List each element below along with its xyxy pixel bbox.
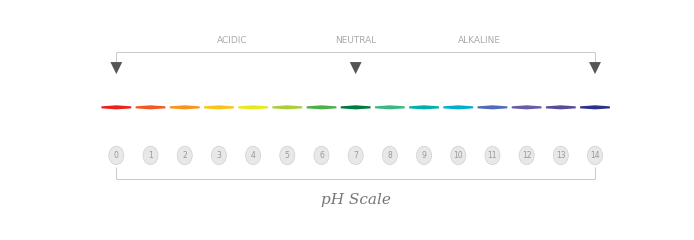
Polygon shape <box>101 105 131 109</box>
Ellipse shape <box>246 146 261 165</box>
Text: ALKALINE: ALKALINE <box>458 36 501 45</box>
Polygon shape <box>580 105 610 109</box>
Text: ACIDIC: ACIDIC <box>217 36 247 45</box>
Polygon shape <box>110 62 122 74</box>
Ellipse shape <box>519 146 534 165</box>
Text: 8: 8 <box>387 151 392 160</box>
Text: 11: 11 <box>488 151 497 160</box>
Ellipse shape <box>416 146 432 165</box>
Polygon shape <box>307 105 337 109</box>
Polygon shape <box>350 62 362 74</box>
Text: 13: 13 <box>556 151 566 160</box>
Text: 10: 10 <box>453 151 463 160</box>
Text: 2: 2 <box>183 151 187 160</box>
Polygon shape <box>409 105 439 109</box>
Polygon shape <box>238 105 268 109</box>
Ellipse shape <box>588 146 602 165</box>
Ellipse shape <box>177 146 192 165</box>
Text: 12: 12 <box>522 151 532 160</box>
Text: 6: 6 <box>319 151 324 160</box>
Text: 4: 4 <box>251 151 255 160</box>
Ellipse shape <box>450 146 466 165</box>
Polygon shape <box>170 105 200 109</box>
Ellipse shape <box>212 146 226 165</box>
Polygon shape <box>477 105 507 109</box>
Ellipse shape <box>485 146 500 165</box>
Polygon shape <box>589 62 601 74</box>
Ellipse shape <box>143 146 158 165</box>
Text: 3: 3 <box>217 151 221 160</box>
Ellipse shape <box>280 146 295 165</box>
Text: NEUTRAL: NEUTRAL <box>335 36 376 45</box>
Text: 5: 5 <box>285 151 289 160</box>
Text: 7: 7 <box>353 151 358 160</box>
Text: 14: 14 <box>590 151 600 160</box>
Ellipse shape <box>314 146 329 165</box>
Polygon shape <box>375 105 405 109</box>
Text: pH Scale: pH Scale <box>321 193 391 207</box>
Ellipse shape <box>382 146 398 165</box>
Polygon shape <box>272 105 302 109</box>
Text: 9: 9 <box>422 151 427 160</box>
Polygon shape <box>135 105 165 109</box>
Polygon shape <box>443 105 473 109</box>
Polygon shape <box>204 105 234 109</box>
Text: 1: 1 <box>148 151 153 160</box>
Ellipse shape <box>553 146 568 165</box>
Polygon shape <box>341 105 371 109</box>
Polygon shape <box>546 105 576 109</box>
Ellipse shape <box>109 146 124 165</box>
Polygon shape <box>511 105 541 109</box>
Text: 0: 0 <box>114 151 119 160</box>
Ellipse shape <box>348 146 363 165</box>
